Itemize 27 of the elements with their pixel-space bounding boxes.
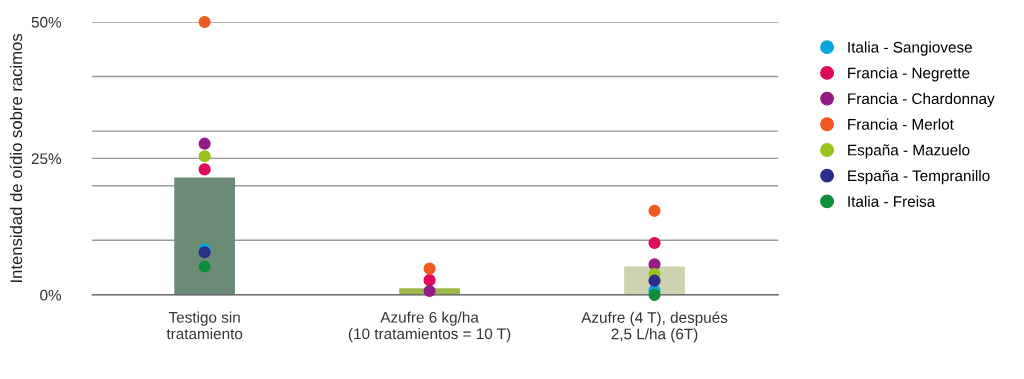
point xyxy=(198,163,211,176)
y-axis-title: Intensidad de oídio sobre racimos xyxy=(9,33,23,282)
x-tick-label: Azufre (4 T), después 2,5 L/ha (6T) xyxy=(581,311,728,343)
point xyxy=(423,284,436,298)
point xyxy=(648,274,661,287)
y-tick-label: 50% xyxy=(31,16,62,28)
y-tick-label: 0% xyxy=(40,289,62,301)
legend-label: Francia - Negrette xyxy=(848,67,970,82)
legend-label: Italia - Sangiovese xyxy=(848,41,972,56)
point xyxy=(648,236,661,250)
point xyxy=(198,150,211,163)
x-tick-label: Azufre 6 kg/ha (10 tratamientos = 10 T) xyxy=(348,311,511,343)
legend-label: Italia - Freisa xyxy=(848,195,936,207)
point xyxy=(423,274,436,287)
legend-label: Francia - Merlot xyxy=(848,118,954,130)
point xyxy=(648,288,661,301)
point xyxy=(648,204,661,217)
point xyxy=(198,15,211,29)
x-tick-label: Testigo sin tratamiento xyxy=(166,311,243,340)
point xyxy=(198,137,211,150)
point xyxy=(423,262,436,275)
legend-label: Francia - Chardonnay xyxy=(848,92,995,108)
y-tick-label: 25% xyxy=(31,153,62,165)
legend-label: España - Tempranillo xyxy=(848,169,990,185)
point xyxy=(198,260,211,273)
legend-label: España - Mazuelo xyxy=(848,144,970,159)
bar xyxy=(174,177,235,295)
